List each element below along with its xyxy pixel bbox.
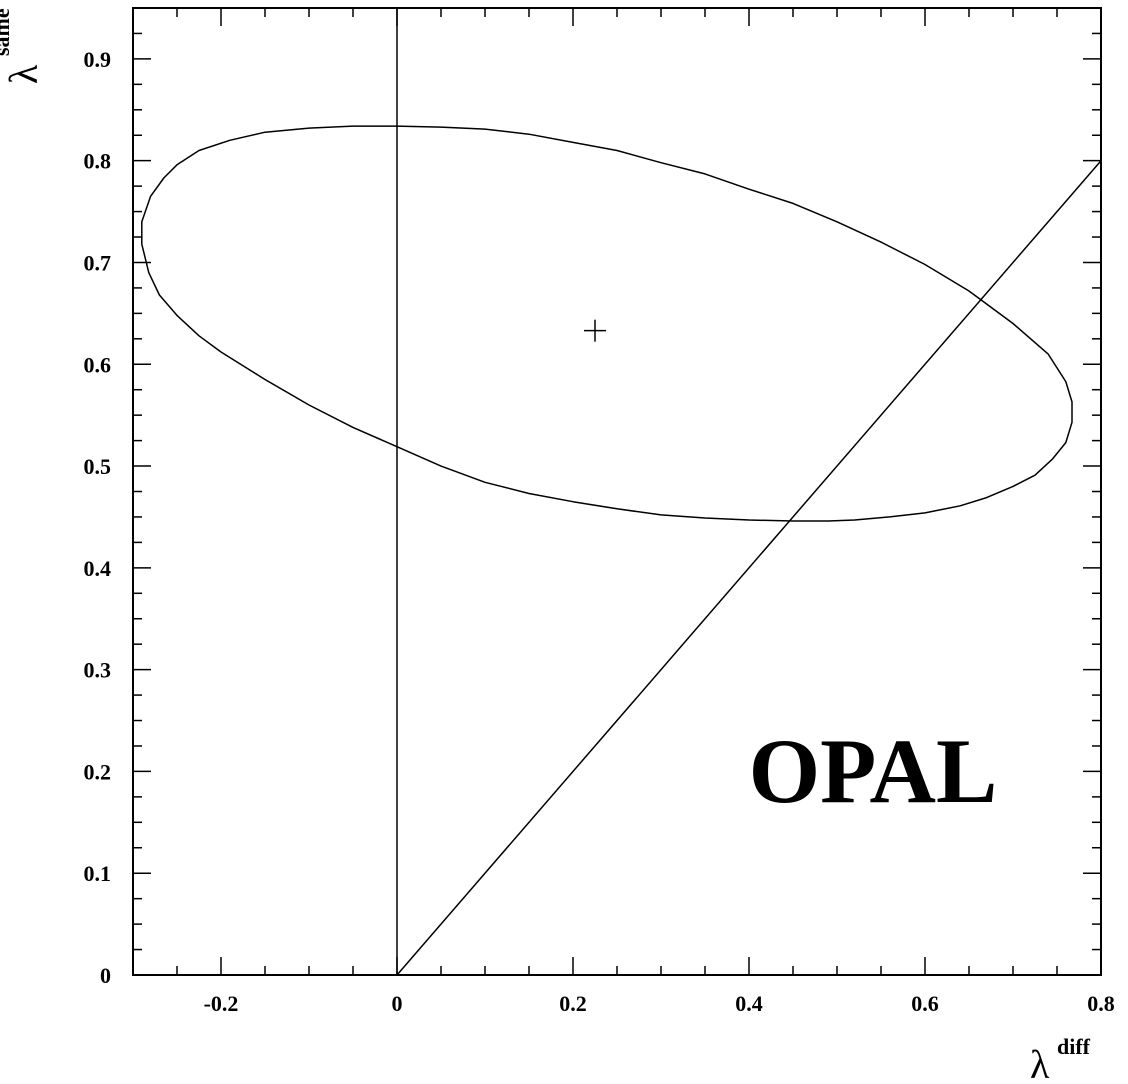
y-tick-label: 0.7 (84, 250, 112, 275)
y-tick-label: 0.2 (84, 759, 112, 784)
axis-ticks (132, 7, 1102, 976)
diagonal-line (396, 160, 1102, 976)
x-tick-label: 0.2 (559, 991, 587, 1016)
y-axis-superscript: same (0, 8, 14, 56)
y-tick-label: 0.5 (84, 454, 112, 479)
x-tick-label: 0 (392, 991, 403, 1016)
y-axis-label: λ same (0, 8, 46, 84)
y-tick-label: 0.8 (84, 149, 112, 174)
y-tick-label: 0.3 (84, 658, 112, 683)
plot-frame (132, 7, 1102, 976)
chart-series (141, 8, 1102, 976)
y-tick-labels: 0 0.1 0.2 0.3 0.4 0.5 0.6 0.7 0.8 0.9 (84, 47, 112, 988)
x-tick-label: -0.2 (204, 991, 239, 1016)
x-tick-label: 0.4 (735, 991, 763, 1016)
y-tick-label: 0.9 (84, 47, 112, 72)
y-axis-symbol: λ (1, 64, 46, 84)
x-axis-symbol: λ (1030, 1042, 1050, 1084)
x-axis-superscript: diff (1057, 1034, 1091, 1059)
x-axis-label: λ diff (1030, 1034, 1091, 1084)
y-tick-label: 0.6 (84, 352, 112, 377)
confidence-contour (141, 125, 1073, 522)
y-tick-label: 0.4 (84, 556, 112, 581)
y-tick-label: 0.1 (84, 861, 112, 886)
x-tick-labels: -0.2 0 0.2 0.4 0.6 0.8 (204, 991, 1115, 1016)
best-fit-marker (584, 319, 606, 342)
x-tick-label: 0.6 (911, 991, 939, 1016)
y-tick-label: 0 (100, 963, 111, 988)
experiment-label: OPAL (749, 720, 998, 822)
x-tick-label: 0.8 (1087, 991, 1115, 1016)
